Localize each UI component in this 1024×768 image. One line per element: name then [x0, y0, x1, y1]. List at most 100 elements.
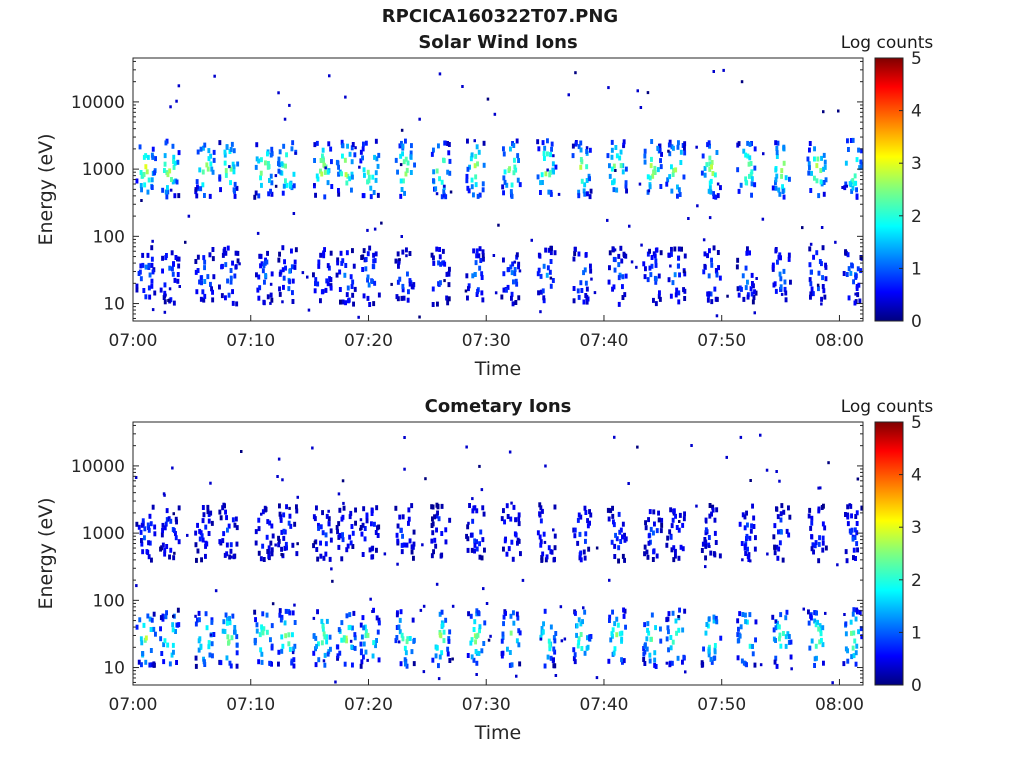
data-cell [519, 551, 522, 557]
data-cell [653, 657, 657, 663]
data-cell [553, 545, 557, 551]
data-cell [265, 629, 269, 635]
data-cell [707, 535, 711, 540]
data-cell [209, 153, 213, 159]
data-cell [744, 265, 748, 271]
noise-point [163, 493, 166, 497]
data-cell [589, 268, 593, 274]
data-cell [480, 271, 484, 277]
data-cell [610, 147, 614, 153]
data-cell [710, 299, 714, 305]
x-axis-label: Time [474, 358, 522, 380]
data-cell [233, 193, 237, 199]
data-cell [808, 645, 812, 651]
data-cell [542, 621, 545, 627]
data-cell [703, 537, 707, 542]
data-cell [553, 504, 557, 510]
data-cell [196, 617, 199, 623]
data-cell [657, 510, 660, 516]
data-cell [412, 638, 416, 644]
data-cell [410, 284, 414, 290]
data-cell [537, 252, 541, 258]
data-cell [226, 527, 229, 533]
noise-point [151, 308, 155, 312]
data-cell [610, 154, 614, 160]
noise-point [451, 657, 454, 661]
data-cell [435, 527, 438, 533]
data-cell [650, 139, 654, 144]
data-cell [226, 617, 229, 623]
data-cell [707, 648, 711, 654]
data-cell [315, 173, 319, 179]
data-cell [669, 645, 673, 651]
data-cell [364, 629, 368, 634]
data-cell [139, 529, 143, 535]
data-cell [229, 548, 233, 554]
noise-point [515, 674, 518, 678]
data-cell [365, 512, 369, 518]
data-cell [810, 515, 814, 521]
data-cell [738, 633, 742, 639]
data-cell [670, 164, 673, 170]
data-cell [349, 540, 353, 546]
data-cell [546, 151, 549, 157]
data-cell [681, 627, 685, 633]
data-cell [465, 178, 469, 184]
data-cell [218, 140, 222, 146]
data-cell [396, 251, 400, 257]
data-cell [660, 522, 664, 528]
data-cell [199, 186, 203, 192]
data-cell [433, 537, 437, 543]
noise-point [613, 248, 617, 252]
data-cell [291, 140, 295, 146]
data-cell [404, 171, 408, 177]
noise-point [359, 518, 363, 522]
data-cell [646, 554, 650, 560]
data-cell [323, 169, 327, 175]
data-cell [228, 620, 232, 626]
data-cell [677, 263, 680, 269]
data-cell [448, 170, 452, 176]
data-cell [399, 178, 403, 184]
data-cell [779, 517, 783, 523]
data-cell [748, 155, 752, 161]
data-cell [649, 526, 653, 532]
data-cell [782, 268, 786, 274]
data-cell [742, 148, 746, 154]
data-cell [413, 162, 416, 168]
data-cell [162, 642, 166, 648]
data-cell [741, 612, 745, 617]
data-cell [536, 139, 540, 145]
data-cell [470, 177, 474, 183]
data-cell [364, 266, 368, 272]
data-cell [313, 158, 316, 163]
data-cell [321, 153, 324, 159]
data-cell [223, 503, 226, 509]
data-cell [394, 157, 398, 163]
data-cell [510, 295, 513, 301]
noise-point [636, 89, 639, 93]
data-cell [285, 152, 288, 158]
data-cell [282, 183, 286, 189]
data-cell [514, 517, 517, 523]
data-cell [665, 542, 669, 548]
noise-point [283, 117, 287, 121]
data-cell [854, 616, 858, 622]
data-cell [748, 250, 751, 256]
data-cell [610, 539, 614, 545]
noise-point [802, 607, 805, 611]
data-cell [172, 164, 176, 170]
data-cell [177, 622, 181, 628]
data-cell [775, 154, 779, 159]
data-cell [465, 173, 469, 179]
y-tick-label: 10000 [71, 457, 125, 477]
data-cell [329, 277, 333, 283]
data-cell [616, 622, 620, 628]
data-cell [166, 189, 170, 195]
data-cell [398, 629, 402, 635]
data-cell [545, 272, 549, 278]
data-cell [478, 192, 482, 198]
data-cell [736, 257, 740, 263]
noise-point [563, 637, 567, 641]
data-cell [683, 145, 686, 151]
